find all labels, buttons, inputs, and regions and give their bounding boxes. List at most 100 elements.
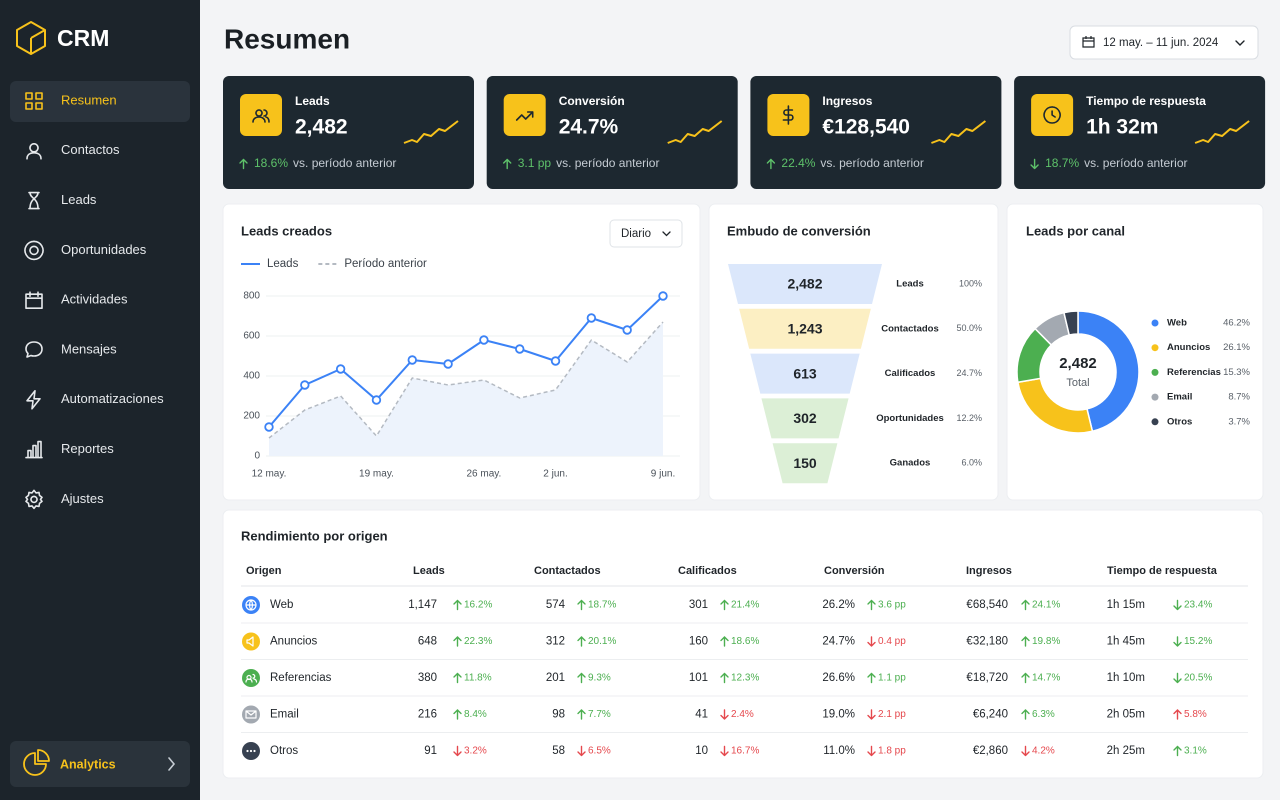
- origin-icon: [245, 673, 258, 683]
- area-fill: [269, 322, 663, 456]
- series-marker: [371, 395, 382, 405]
- nav-label: Contactos: [61, 142, 120, 157]
- kpi-compare: vs. período anterior: [820, 156, 923, 170]
- cell-change: 19.8%: [1032, 636, 1060, 647]
- nav-label: Oportunidades: [61, 242, 147, 257]
- funnel-stage: [728, 264, 882, 304]
- cell-value: 101: [689, 672, 708, 684]
- kpi-label: Tiempo de respuesta: [1086, 94, 1206, 108]
- cell-value: €32,180: [966, 636, 1008, 648]
- kpi-value: €128,540: [822, 116, 910, 139]
- cell-change: 4.2%: [1032, 746, 1055, 757]
- legend-label: Anuncios: [1167, 342, 1210, 353]
- cell-change: 5.8%: [1184, 709, 1207, 720]
- cell-trend-arrow: [1021, 745, 1030, 757]
- cell-trend-arrow: [577, 599, 586, 611]
- cell-change: 2.1 pp: [878, 709, 906, 720]
- period-select[interactable]: [609, 219, 683, 248]
- cell-change: 1.1 pp: [878, 673, 906, 684]
- origin-icon: [246, 636, 254, 647]
- donut-total: 2,482: [1059, 355, 1097, 372]
- table-title: Rendimiento por origen: [241, 528, 388, 543]
- cell-trend-arrow: [1173, 709, 1182, 720]
- cell-trend-arrow: [1021, 636, 1030, 647]
- kpi-change: 18.7%: [1045, 156, 1079, 170]
- series-marker: [335, 364, 346, 374]
- kpi-compare: vs. período anterior: [556, 156, 659, 170]
- cell-trend-arrow: [720, 636, 729, 647]
- origin-name: Web: [270, 599, 293, 611]
- analytics-button[interactable]: [10, 741, 190, 787]
- cell-change: 6.3%: [1032, 709, 1055, 720]
- kpi-icon: [1043, 106, 1061, 124]
- funnel-stage: [772, 443, 838, 484]
- nav-icon: [25, 440, 43, 459]
- cell-change: 18.6%: [731, 636, 759, 647]
- funnel-stage-label: Ganados: [890, 458, 931, 469]
- cell-change: 3.1%: [1184, 746, 1207, 757]
- cell-value: €68,540: [966, 599, 1008, 611]
- funnel-stage: [739, 308, 871, 349]
- series-marker: [586, 313, 597, 323]
- cell-trend-arrow: [577, 672, 586, 684]
- legend-value: 15.3%: [1223, 367, 1250, 378]
- cell-value: 2h 05m: [1107, 709, 1145, 721]
- cell-change: 2.4%: [731, 709, 754, 720]
- kpi-change: 3.1 pp: [518, 156, 552, 170]
- kpi-label: Conversión: [559, 94, 625, 108]
- period-select-label: Diario: [621, 228, 651, 240]
- chart-title: Leads creados: [241, 223, 332, 238]
- donut-total-label: Total: [1066, 377, 1089, 389]
- series-line: [268, 295, 664, 428]
- cell-value: 41: [695, 709, 708, 721]
- cell-value: 1,147: [408, 599, 437, 611]
- cell-trend-arrow: [1173, 745, 1182, 757]
- kpi-icon-background: [503, 94, 546, 136]
- cell-change: 3.6 pp: [878, 600, 906, 611]
- legend-value: 46.2%: [1223, 318, 1250, 329]
- y-tick-label: 600: [243, 331, 260, 342]
- kpi-sparkline: [1194, 120, 1250, 144]
- y-tick-label: 0: [254, 451, 260, 462]
- nav-icon: [28, 191, 40, 210]
- cell-trend-arrow: [1173, 636, 1182, 647]
- cell-trend-arrow: [453, 745, 462, 757]
- cell-change: 0.4 pp: [878, 636, 906, 647]
- funnel-percent: 24.7%: [956, 368, 982, 378]
- cell-trend-arrow: [453, 636, 462, 647]
- origin-icon: [245, 599, 257, 611]
- nav-item[interactable]: [10, 181, 190, 222]
- legend-label: Web: [1167, 318, 1187, 329]
- column-header: Ingresos: [966, 565, 1012, 577]
- cell-trend-arrow: [1021, 599, 1030, 611]
- nav-active-background: [10, 81, 190, 122]
- brand-name: CRM: [57, 25, 109, 51]
- legend-dot: [1151, 418, 1159, 426]
- nav-icon: [26, 143, 42, 160]
- nav-label: Reportes: [61, 441, 114, 456]
- cell-value: 312: [546, 636, 565, 648]
- origin-name: Referencias: [270, 672, 332, 684]
- funnel-percent: 12.2%: [956, 413, 982, 423]
- date-range-picker[interactable]: [1069, 25, 1259, 60]
- cell-trend-arrow: [720, 672, 729, 684]
- kpi-sparkline: [931, 120, 987, 144]
- legend-dot: [1151, 393, 1159, 401]
- cell-trend-arrow: [720, 745, 729, 757]
- cell-change: 20.1%: [588, 636, 616, 647]
- kpi-trend-arrow: [239, 158, 248, 170]
- cell-change: 8.4%: [464, 709, 487, 720]
- funnel-card: [708, 203, 999, 501]
- cell-value: 24.7%: [822, 636, 855, 648]
- x-tick-label: 9 jun.: [651, 469, 675, 480]
- cell-change: 18.7%: [588, 600, 616, 611]
- cell-value: 201: [546, 672, 565, 684]
- legend-dot: [1151, 344, 1159, 352]
- page-title: Resumen: [224, 23, 350, 54]
- cell-trend-arrow: [453, 672, 462, 684]
- date-range: 12 may. – 11 jun. 2024: [1103, 37, 1219, 49]
- cell-trend-arrow: [1173, 599, 1182, 611]
- cell-trend-arrow: [720, 709, 729, 720]
- cell-value: 301: [689, 599, 708, 611]
